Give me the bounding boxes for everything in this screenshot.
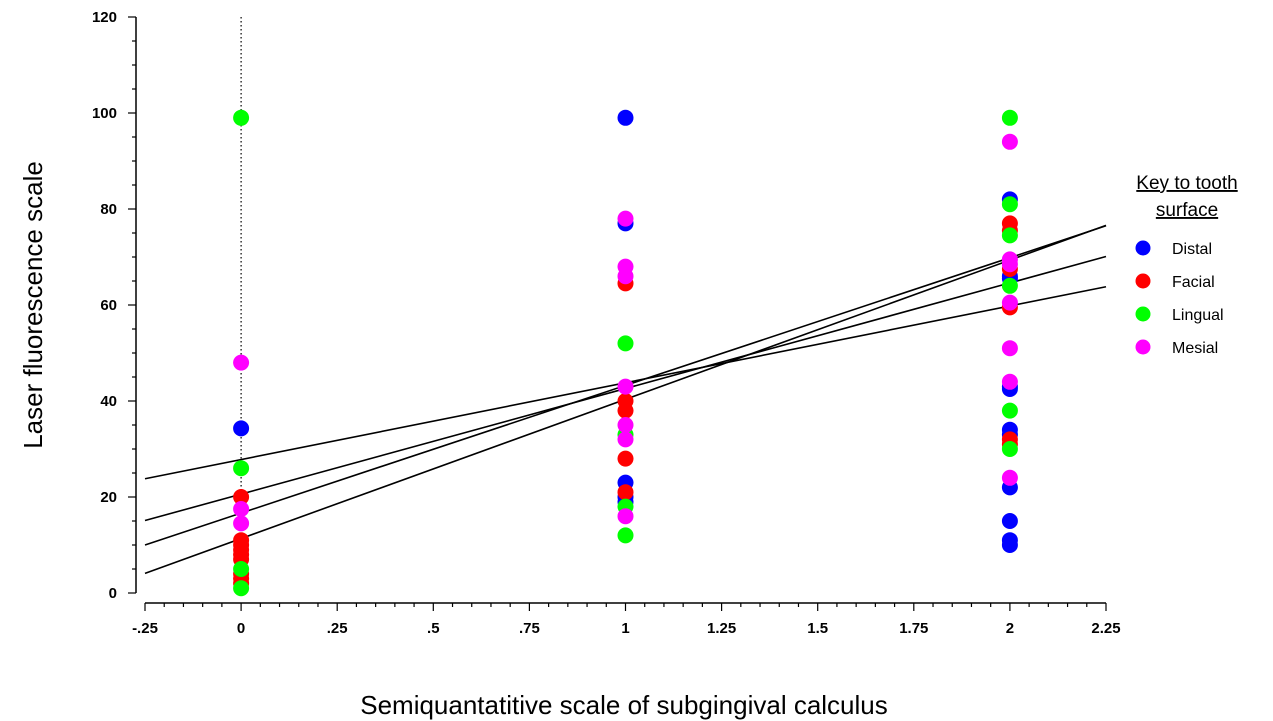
data-point bbox=[1001, 227, 1018, 244]
y-tick-label: 80 bbox=[100, 201, 117, 218]
data-point bbox=[1001, 340, 1018, 357]
data-point bbox=[233, 580, 250, 597]
legend-marker-mesial bbox=[1135, 339, 1151, 355]
data-point bbox=[617, 268, 634, 285]
data-point bbox=[617, 484, 634, 501]
y-tick-label: 40 bbox=[100, 393, 117, 410]
data-point bbox=[233, 561, 250, 577]
x-tick-label: 0 bbox=[237, 620, 245, 637]
data-point bbox=[1001, 256, 1018, 273]
legend-marker-lingual bbox=[1135, 306, 1151, 322]
data-point bbox=[233, 501, 250, 517]
data-point bbox=[617, 417, 634, 433]
y-tick-label: 120 bbox=[92, 9, 117, 26]
data-point bbox=[617, 431, 634, 448]
x-tick-label: 2 bbox=[1006, 620, 1014, 637]
data-point bbox=[1001, 441, 1018, 457]
data-point bbox=[233, 460, 250, 477]
data-point bbox=[617, 527, 634, 544]
data-point bbox=[1001, 402, 1018, 419]
legend-label-distal: Distal bbox=[1172, 241, 1212, 258]
x-tick-label: .5 bbox=[427, 620, 440, 637]
x-tick-label: .25 bbox=[327, 620, 348, 637]
data-point bbox=[1001, 277, 1018, 294]
x-tick-label: 1.25 bbox=[707, 620, 736, 637]
legend-title-line1: Key to tooth bbox=[1136, 173, 1237, 194]
data-point bbox=[233, 354, 250, 371]
data-points bbox=[233, 109, 1018, 597]
data-point bbox=[1001, 294, 1018, 311]
data-point bbox=[233, 420, 250, 437]
y-tick-label: 20 bbox=[100, 489, 117, 506]
y-tick-label: 0 bbox=[109, 585, 117, 602]
x-tick-label: 1 bbox=[621, 620, 629, 637]
legend-label-facial: Facial bbox=[1172, 274, 1215, 291]
data-point bbox=[617, 508, 634, 525]
legend-title-line2: surface bbox=[1156, 200, 1218, 221]
data-point bbox=[233, 489, 250, 505]
x-axis-title: Semiquantatitive scale of subgingival ca… bbox=[360, 690, 888, 720]
data-point bbox=[1001, 513, 1018, 529]
data-point bbox=[1001, 373, 1018, 390]
data-point bbox=[617, 450, 634, 467]
x-tick-label: 1.75 bbox=[899, 620, 928, 637]
data-point bbox=[1001, 133, 1018, 150]
legend-marker-facial bbox=[1135, 273, 1151, 289]
tick-marks: 0 20 40 60 80 100 120 -.25 0 .25 .5 .75 1 1.25 1.5 1.75… bbox=[92, 9, 1121, 637]
data-point bbox=[617, 402, 634, 419]
data-point bbox=[617, 378, 634, 395]
data-point bbox=[617, 335, 634, 352]
x-tick-label: -.25 bbox=[132, 620, 158, 637]
y-tick-label: 60 bbox=[100, 297, 117, 314]
legend-marker-distal bbox=[1135, 240, 1151, 256]
y-tick-label: 100 bbox=[92, 105, 117, 122]
legend-label-lingual: Lingual bbox=[1172, 307, 1224, 324]
data-point bbox=[233, 515, 250, 532]
data-point bbox=[617, 109, 634, 126]
y-axis-title: Laser fluorescence scale bbox=[18, 161, 48, 449]
data-point bbox=[617, 210, 634, 227]
data-point bbox=[1001, 196, 1018, 213]
x-tick-label: 1.5 bbox=[807, 620, 828, 637]
x-tick-label: 2.25 bbox=[1091, 620, 1120, 637]
data-point bbox=[233, 109, 250, 126]
legend-label-mesial: Mesial bbox=[1172, 340, 1218, 357]
data-point bbox=[1001, 469, 1018, 486]
data-point bbox=[1001, 537, 1018, 553]
x-tick-label: .75 bbox=[519, 620, 540, 637]
series-mesial bbox=[233, 133, 1018, 532]
legend: Key to tooth surface Distal Facial Lingual… bbox=[1135, 173, 1238, 357]
data-point bbox=[1001, 109, 1018, 126]
